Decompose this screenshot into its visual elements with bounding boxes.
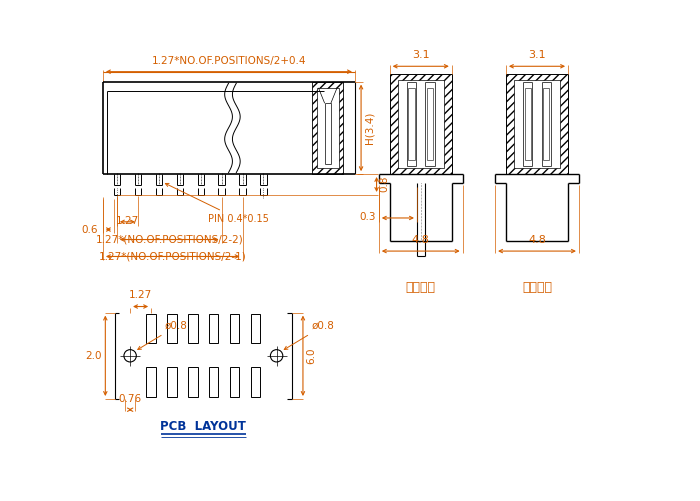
- Bar: [188, 367, 197, 397]
- Text: 0.3: 0.3: [359, 212, 376, 222]
- Bar: [230, 367, 239, 397]
- Text: 1.27: 1.27: [116, 215, 139, 225]
- Text: ø0.8: ø0.8: [284, 321, 335, 350]
- Text: PIN 0.4*0.15: PIN 0.4*0.15: [165, 183, 269, 224]
- Text: 4.8: 4.8: [412, 235, 430, 245]
- Bar: [188, 314, 197, 344]
- Bar: [398, 80, 444, 168]
- Bar: [146, 314, 155, 344]
- Bar: [506, 74, 568, 174]
- Text: 3.1: 3.1: [528, 50, 546, 60]
- Bar: [146, 367, 155, 397]
- Text: 1.27*NO.OF.POSITIONS/2+0.4: 1.27*NO.OF.POSITIONS/2+0.4: [152, 56, 306, 66]
- Text: 0.8: 0.8: [379, 176, 390, 192]
- Text: 带定位柱: 带定位柱: [406, 281, 435, 294]
- Bar: [251, 367, 260, 397]
- Bar: [251, 314, 260, 344]
- Bar: [167, 314, 176, 344]
- Bar: [514, 80, 560, 168]
- Bar: [312, 82, 343, 174]
- Text: 1.27*(NO.OF.POSITIONS/2-2): 1.27*(NO.OF.POSITIONS/2-2): [95, 234, 243, 244]
- Text: ø0.8: ø0.8: [138, 321, 188, 350]
- Text: 1.27: 1.27: [129, 291, 152, 301]
- Text: 无定位柱: 无定位柱: [522, 281, 552, 294]
- Text: 0.76: 0.76: [118, 394, 141, 403]
- Text: 0.6: 0.6: [82, 224, 98, 234]
- Bar: [390, 74, 452, 174]
- Text: 3.1: 3.1: [412, 50, 430, 60]
- Text: 6.0: 6.0: [306, 348, 316, 364]
- Text: PCB  LAYOUT: PCB LAYOUT: [160, 420, 246, 433]
- Text: 1.27*(NO.OF.POSITIONS/2-1): 1.27*(NO.OF.POSITIONS/2-1): [99, 251, 246, 261]
- Bar: [209, 314, 218, 344]
- Bar: [317, 88, 339, 168]
- Bar: [230, 314, 239, 344]
- Text: H(3.4): H(3.4): [365, 112, 375, 144]
- Bar: [167, 367, 176, 397]
- Text: 2.0: 2.0: [85, 351, 102, 361]
- Text: 4.8: 4.8: [528, 235, 546, 245]
- Bar: [209, 367, 218, 397]
